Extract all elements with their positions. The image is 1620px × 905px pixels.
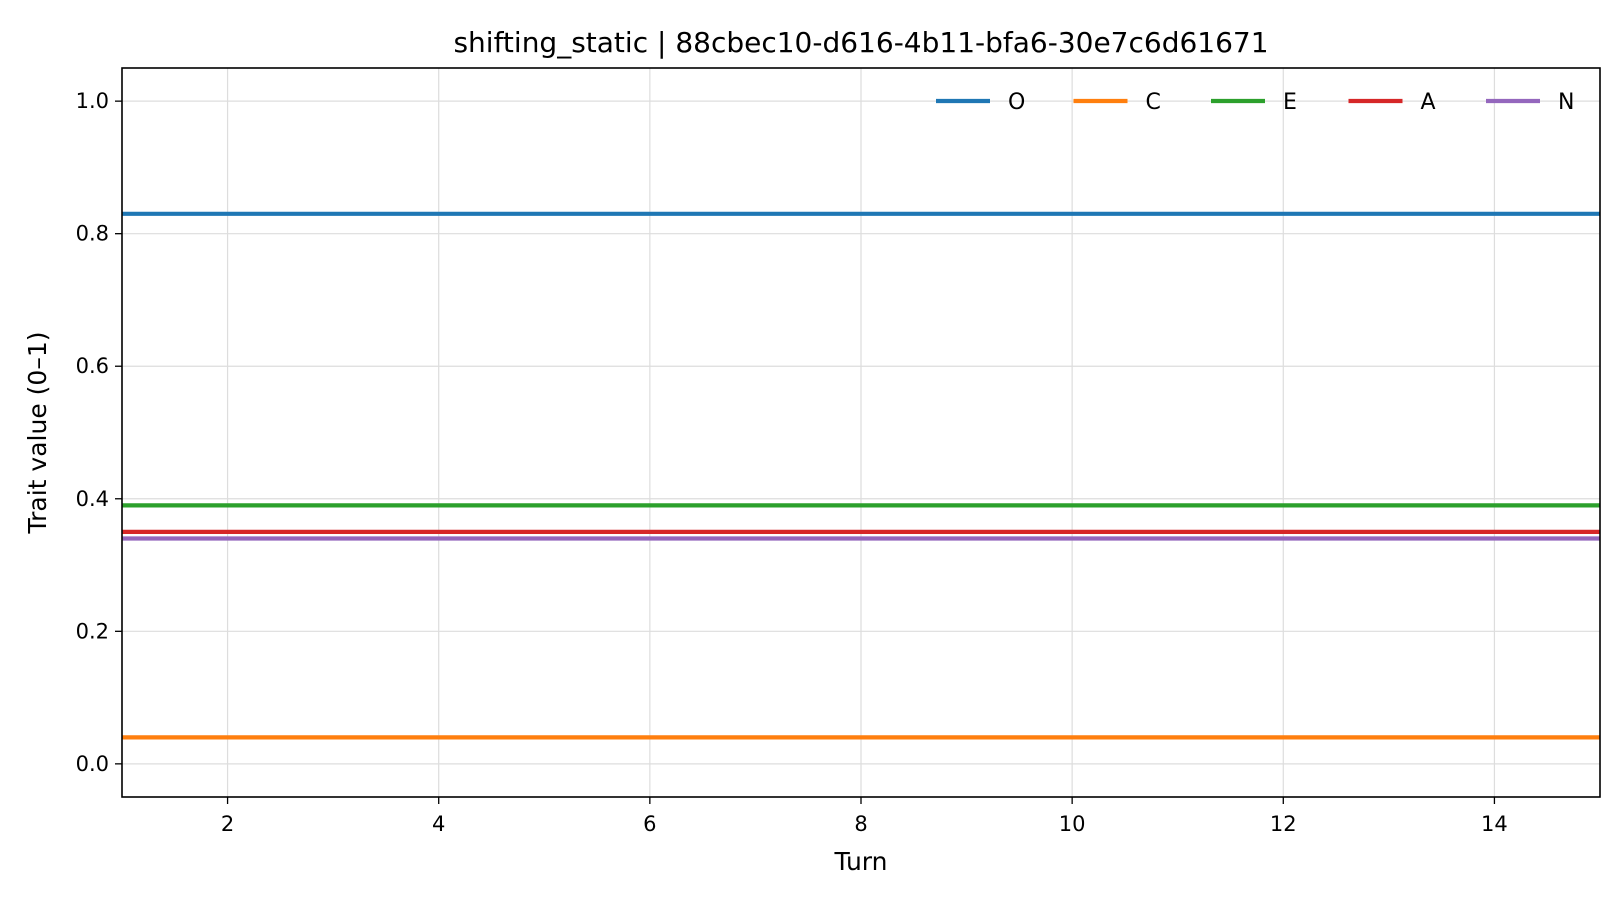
legend-label-o: O	[1008, 90, 1025, 115]
y-tick-label: 1.0	[76, 89, 109, 113]
y-axis-label: Trait value (0–1)	[23, 332, 52, 535]
legend-label-e: E	[1283, 90, 1297, 115]
chart-title: shifting_static | 88cbec10-d616-4b11-bfa…	[453, 26, 1268, 59]
legend-label-a: A	[1421, 90, 1436, 115]
ticks-layer: 2 4 6 8 10 12 14 0.0 0.2 0.4 0.6 0.8 1.0	[76, 89, 1508, 836]
x-tick-label: 14	[1481, 812, 1508, 836]
y-tick-label: 0.6	[76, 354, 109, 378]
y-tick-label: 0.8	[76, 222, 109, 246]
x-tick-label: 6	[643, 812, 656, 836]
y-tick-label: 0.0	[76, 752, 109, 776]
legend-label-n: N	[1558, 90, 1574, 115]
x-tick-label: 10	[1059, 812, 1086, 836]
x-tick-label: 12	[1270, 812, 1297, 836]
y-tick-label: 0.4	[76, 487, 109, 511]
x-axis-label: Turn	[833, 847, 887, 876]
grid-layer	[122, 68, 1600, 797]
y-tick-label: 0.2	[76, 619, 109, 643]
series-layer	[122, 211, 1600, 740]
x-tick-label: 8	[854, 812, 867, 836]
legend-label-c: C	[1146, 90, 1161, 115]
x-tick-label: 2	[221, 812, 234, 836]
x-tick-label: 4	[432, 812, 445, 836]
